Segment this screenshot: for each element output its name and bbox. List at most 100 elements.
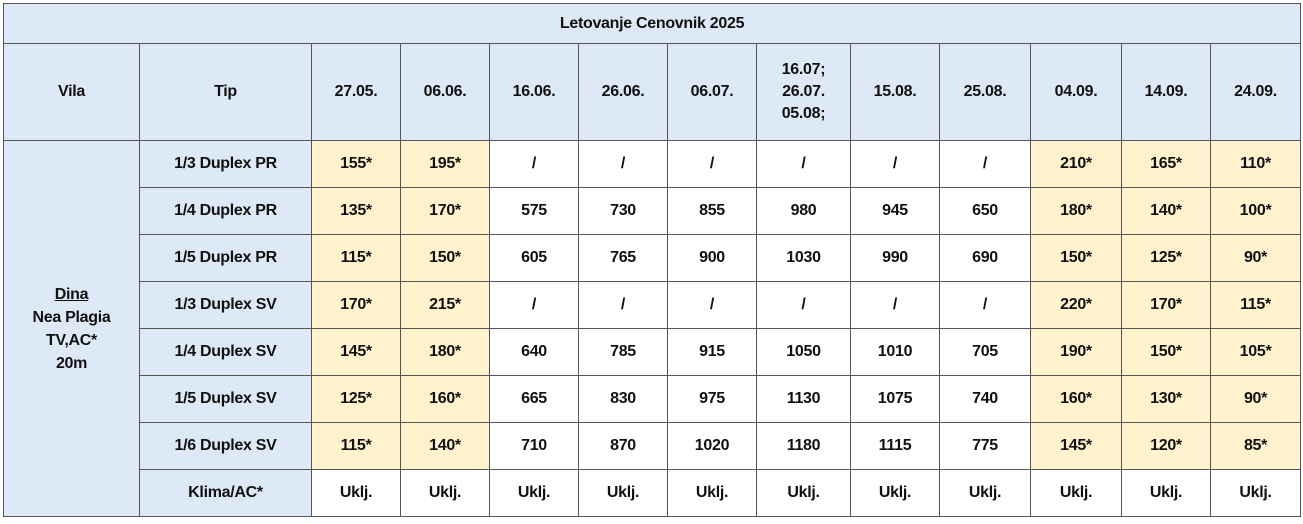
price-cell: 785 (578, 328, 668, 376)
header-tip: Tip (139, 43, 312, 141)
tip-cell: 1/4 Duplex PR (139, 187, 312, 235)
vila-name-text: Dina (54, 285, 89, 303)
header-date: 04.09. (1030, 43, 1122, 141)
price-cell: Uklj. (667, 469, 757, 517)
price-cell: 135* (311, 187, 401, 235)
price-cell: / (667, 140, 757, 188)
price-cell: 830 (578, 375, 668, 423)
price-cell: 105* (1209, 328, 1302, 376)
price-cell: 1130 (756, 375, 851, 423)
header-date: 15.08. (850, 43, 940, 141)
price-cell: 90* (1209, 375, 1302, 423)
price-cell: 90* (1209, 234, 1302, 282)
price-cell: 1020 (667, 422, 757, 470)
price-cell: 900 (667, 234, 757, 282)
price-cell: 140* (1121, 187, 1211, 235)
price-cell: 1115 (850, 422, 940, 470)
price-cell: Uklj. (489, 469, 579, 517)
price-cell: 140* (400, 422, 490, 470)
price-cell: 210* (1030, 140, 1122, 188)
price-cell: 160* (400, 375, 490, 423)
price-cell: 730 (578, 187, 668, 235)
vila-line: TV,AC* (46, 331, 97, 349)
price-cell: 1050 (756, 328, 851, 376)
price-table: Letovanje Cenovnik 2025 Vila Tip 27.05. 0… (2, 3, 1302, 517)
price-cell: Uklj. (311, 469, 401, 517)
tip-cell: 1/5 Duplex PR (139, 234, 312, 282)
price-cell: 155* (311, 140, 401, 188)
price-cell: / (667, 281, 757, 329)
price-cell: / (939, 140, 1031, 188)
price-cell: 575 (489, 187, 579, 235)
tip-cell: 1/3 Duplex SV (139, 281, 312, 329)
header-date: 27.05. (311, 43, 401, 141)
tip-cell: Klima/AC* (139, 469, 312, 517)
price-cell: 705 (939, 328, 1031, 376)
price-cell: / (850, 281, 940, 329)
price-cell: 915 (667, 328, 757, 376)
price-cell: / (489, 140, 579, 188)
price-cell: Uklj. (850, 469, 940, 517)
table-title: Letovanje Cenovnik 2025 (2, 3, 1302, 44)
price-cell: 130* (1121, 375, 1211, 423)
price-cell: 110* (1209, 140, 1302, 188)
price-cell: 980 (756, 187, 851, 235)
price-cell: 605 (489, 234, 579, 282)
price-cell: 665 (489, 375, 579, 423)
price-cell: 115* (311, 422, 401, 470)
price-cell: 125* (1121, 234, 1211, 282)
price-cell: Uklj. (939, 469, 1031, 517)
price-cell: Uklj. (400, 469, 490, 517)
header-vila: Vila (3, 43, 140, 141)
price-cell: / (939, 281, 1031, 329)
price-cell: Uklj. (1121, 469, 1211, 517)
header-date: 06.07. (667, 43, 757, 141)
tip-cell: 1/5 Duplex SV (139, 375, 312, 423)
price-cell: 690 (939, 234, 1031, 282)
price-cell: / (850, 140, 940, 188)
price-cell: 855 (667, 187, 757, 235)
price-cell: 115* (311, 234, 401, 282)
header-date: 26.06. (578, 43, 668, 141)
header-date: 16.06. (489, 43, 579, 141)
price-cell: 1180 (756, 422, 851, 470)
price-cell: / (489, 281, 579, 329)
price-cell: 150* (1030, 234, 1122, 282)
price-cell: 100* (1209, 187, 1302, 235)
price-cell: 945 (850, 187, 940, 235)
tip-cell: 1/4 Duplex SV (139, 328, 312, 376)
price-cell: 120* (1121, 422, 1211, 470)
vila-name: Dina (4, 283, 139, 306)
price-cell: Uklj. (756, 469, 851, 517)
price-cell: / (756, 281, 851, 329)
price-cell: 165* (1121, 140, 1211, 188)
tip-cell: 1/3 Duplex PR (139, 140, 312, 188)
price-cell: 85* (1209, 422, 1302, 470)
price-cell: / (756, 140, 851, 188)
price-cell: 775 (939, 422, 1031, 470)
price-cell: 150* (400, 234, 490, 282)
price-cell: 170* (400, 187, 490, 235)
price-cell: 170* (1121, 281, 1211, 329)
price-cell: Uklj. (1209, 469, 1302, 517)
price-cell: 215* (400, 281, 490, 329)
header-date: 06.06. (400, 43, 490, 141)
price-cell: 150* (1121, 328, 1211, 376)
header-date: 16.07; 26.07. 05.08; (756, 43, 851, 141)
price-cell: 115* (1209, 281, 1302, 329)
price-cell: 740 (939, 375, 1031, 423)
price-cell: 1030 (756, 234, 851, 282)
header-date: 14.09. (1121, 43, 1211, 141)
price-cell: 160* (1030, 375, 1122, 423)
price-cell: Uklj. (578, 469, 668, 517)
price-cell: 145* (311, 328, 401, 376)
price-cell: 1010 (850, 328, 940, 376)
price-cell: / (578, 140, 668, 188)
price-cell: 190* (1030, 328, 1122, 376)
tip-cell: 1/6 Duplex SV (139, 422, 312, 470)
price-cell: 145* (1030, 422, 1122, 470)
price-cell: 220* (1030, 281, 1122, 329)
header-date: 25.08. (939, 43, 1031, 141)
price-cell: 195* (400, 140, 490, 188)
